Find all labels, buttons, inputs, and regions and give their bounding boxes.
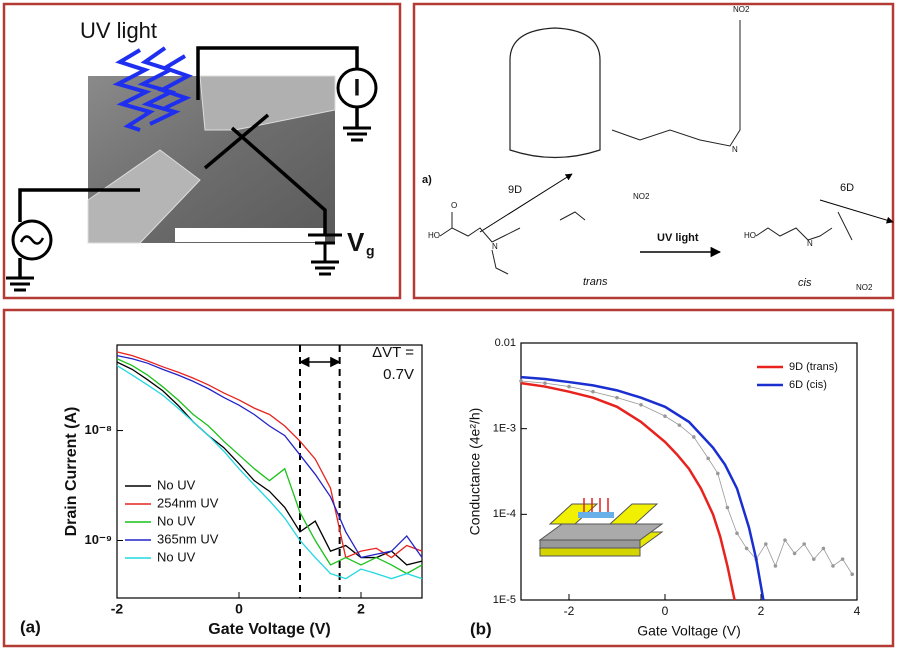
data-point: [639, 403, 643, 407]
dipole-arrow: [480, 174, 572, 232]
legend-label: No UV: [157, 549, 196, 564]
dipole-arrow: [820, 200, 893, 222]
data-point: [812, 557, 816, 561]
bond: [492, 250, 508, 274]
data-point: [783, 538, 787, 542]
uv-label: UV light: [80, 18, 157, 43]
data-point: [706, 457, 710, 461]
legend-label: 365nm UV: [157, 531, 219, 546]
x-tick-label: -2: [111, 601, 124, 617]
azo-bond: [560, 212, 585, 220]
series-line: [521, 383, 735, 600]
data-point: [841, 557, 845, 561]
dipole-label: 9D: [508, 184, 522, 196]
bond: [756, 228, 832, 240]
legend-label: 254nm UV: [157, 495, 219, 510]
data-point: [822, 547, 826, 551]
panel-label: (a): [20, 617, 41, 636]
atom-label: O: [451, 201, 457, 210]
atom-label: HO: [744, 231, 756, 240]
isomer-label: cis: [798, 277, 812, 289]
panel-label: (b): [470, 619, 492, 638]
y-tick-label: 0.01: [495, 337, 516, 349]
data-point: [567, 385, 571, 389]
inset-device: [540, 498, 662, 556]
atom-label: N: [492, 242, 498, 251]
x-tick-label: 0: [235, 601, 243, 617]
data-point: [692, 435, 696, 439]
azo-bond: [838, 212, 852, 240]
x-tick-label: 0: [662, 604, 669, 618]
data-point: [745, 547, 749, 551]
series-line: [117, 366, 422, 579]
y-axis-label: Drain Current (A): [63, 407, 80, 537]
x-tick-label: 2: [758, 604, 765, 618]
isomer-label: trans: [583, 276, 608, 288]
figure: UV light I V g a) 9D 6D UV light trans c…: [0, 0, 897, 650]
bond: [612, 20, 740, 146]
bond: [440, 212, 520, 242]
x-tick-label: 4: [854, 604, 861, 618]
data-point: [850, 572, 854, 576]
data-point: [764, 542, 768, 546]
nanotube: [510, 28, 600, 158]
annotation: ΔVT =: [372, 344, 414, 361]
reaction-label: UV light: [657, 232, 699, 244]
data-point: [726, 506, 730, 510]
legend-label: No UV: [157, 513, 196, 528]
data-point: [543, 381, 547, 385]
data-point: [793, 552, 797, 556]
y-tick-label: 1E-4: [493, 508, 516, 520]
data-point: [591, 390, 595, 394]
data-point: [716, 472, 720, 476]
dipole-label: 6D: [840, 182, 854, 194]
meter-label: I: [354, 74, 361, 101]
device-schematic: UV light I V g: [6, 18, 376, 290]
molecule-diagram: a) 9D 6D UV light trans cis NO2 NO2 NO2 …: [422, 5, 893, 292]
x-tick-label: -2: [564, 604, 575, 618]
x-axis-label: Gate Voltage (V): [208, 621, 330, 638]
atom-label: NO2: [856, 283, 873, 292]
gate-label: V: [347, 227, 365, 257]
y-tick-label: 1E-3: [493, 423, 516, 435]
y-tick-label: 1E-5: [493, 594, 516, 606]
data-point: [678, 423, 682, 427]
x-axis-label: Gate Voltage (V): [637, 623, 741, 639]
annotation: 0.7V: [383, 366, 414, 383]
panel-frame: [414, 4, 893, 298]
y-axis-label: Conductance (4e²/h): [467, 408, 483, 536]
data-point: [774, 564, 778, 568]
data-point: [615, 396, 619, 400]
legend-label: 6D (cis): [789, 379, 827, 391]
y-tick-label: 10⁻⁸: [85, 422, 112, 437]
scale-bar: [175, 228, 325, 242]
y-tick-label: 10⁻⁹: [85, 532, 113, 547]
x-tick-label: 2: [357, 601, 365, 617]
data-point: [663, 414, 667, 418]
legend-label: 9D (trans): [789, 361, 838, 373]
data-point: [802, 542, 806, 546]
atom-label: N: [732, 145, 738, 154]
legend-label: No UV: [157, 477, 196, 492]
data-point: [735, 532, 739, 536]
atom-label: NO2: [733, 5, 750, 14]
atom-label: NO2: [633, 192, 650, 201]
gate-subscript: g: [366, 243, 375, 259]
data-point: [831, 564, 835, 568]
charts: -2 0 2 10⁻⁹ 10⁻⁸ Gate Voltage (V) Drain Curren…: [20, 337, 861, 639]
panel-label: a): [422, 174, 432, 186]
atom-label: HO: [428, 231, 440, 240]
